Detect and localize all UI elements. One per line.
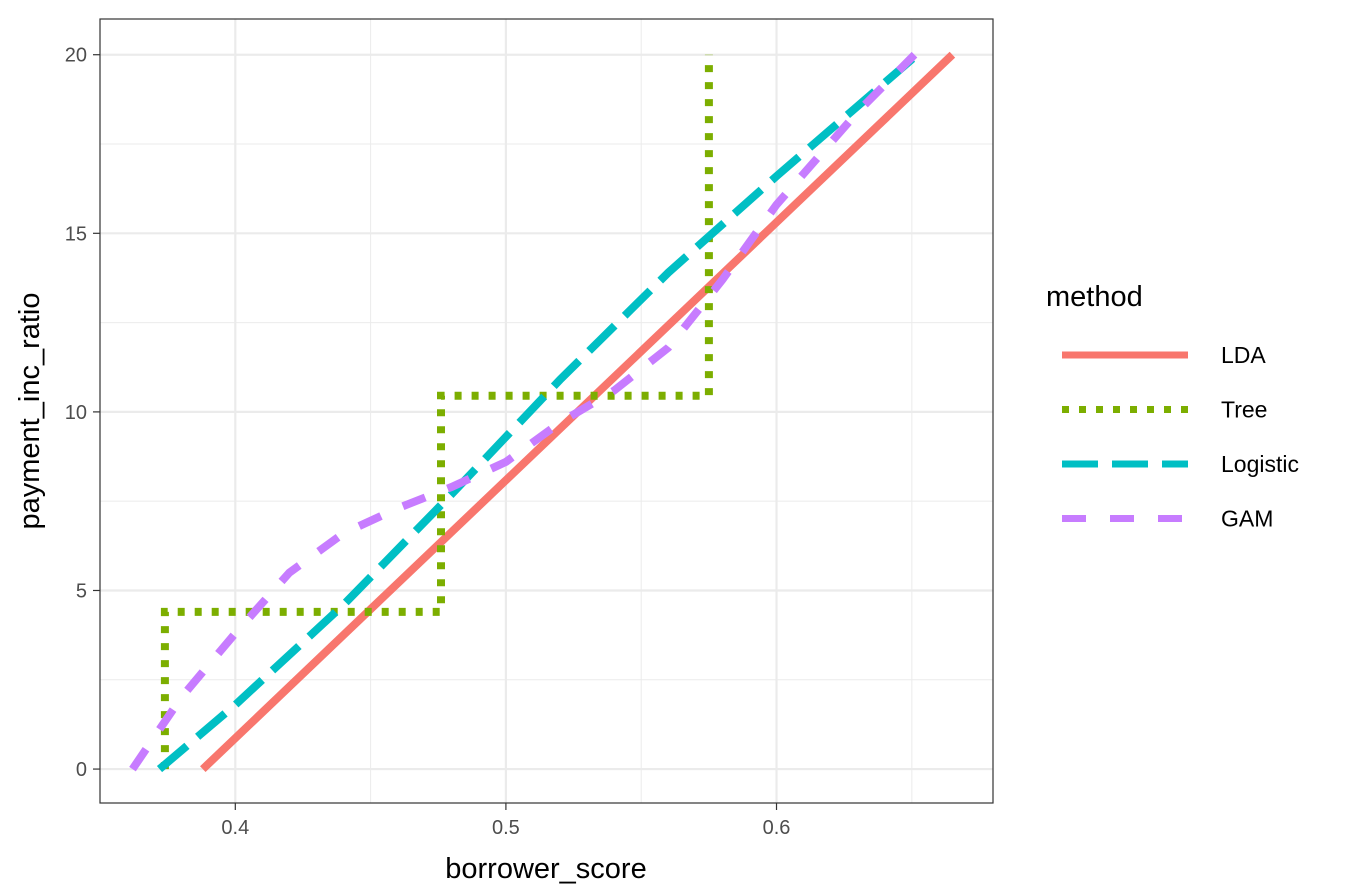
y-tick-label: 5	[76, 580, 87, 602]
x-axis-ticks: 0.4 0.5 0.6	[221, 803, 790, 839]
legend-title: method	[1046, 281, 1143, 313]
y-tick-label: 0	[76, 759, 87, 781]
series-line-gam	[129, 51, 918, 772]
series-line-logistic	[156, 51, 920, 773]
y-axis-ticks: 0 5 10 15 20	[65, 45, 100, 781]
y-tick-label: 10	[65, 402, 87, 424]
x-tick-label: 0.6	[763, 817, 791, 839]
legend-label-logistic: Logistic	[1221, 451, 1299, 477]
legend: method LDA Tree Logistic GAM	[1046, 281, 1299, 532]
legend-label-gam: GAM	[1221, 506, 1273, 532]
y-axis-title: payment_inc_ratio	[14, 293, 46, 530]
legend-label-tree: Tree	[1221, 397, 1267, 423]
series-line-tree	[160, 54, 713, 770]
legend-label-lda: LDA	[1221, 342, 1266, 368]
y-tick-label: 20	[65, 45, 87, 67]
x-tick-label: 0.5	[492, 817, 520, 839]
grid-major	[100, 19, 993, 803]
series-layer	[129, 51, 956, 773]
x-tick-label: 0.4	[221, 817, 249, 839]
panel-border	[99, 18, 994, 804]
x-axis-title: borrower_score	[445, 853, 646, 885]
grid-minor	[99, 19, 993, 803]
y-tick-label: 15	[65, 223, 87, 245]
